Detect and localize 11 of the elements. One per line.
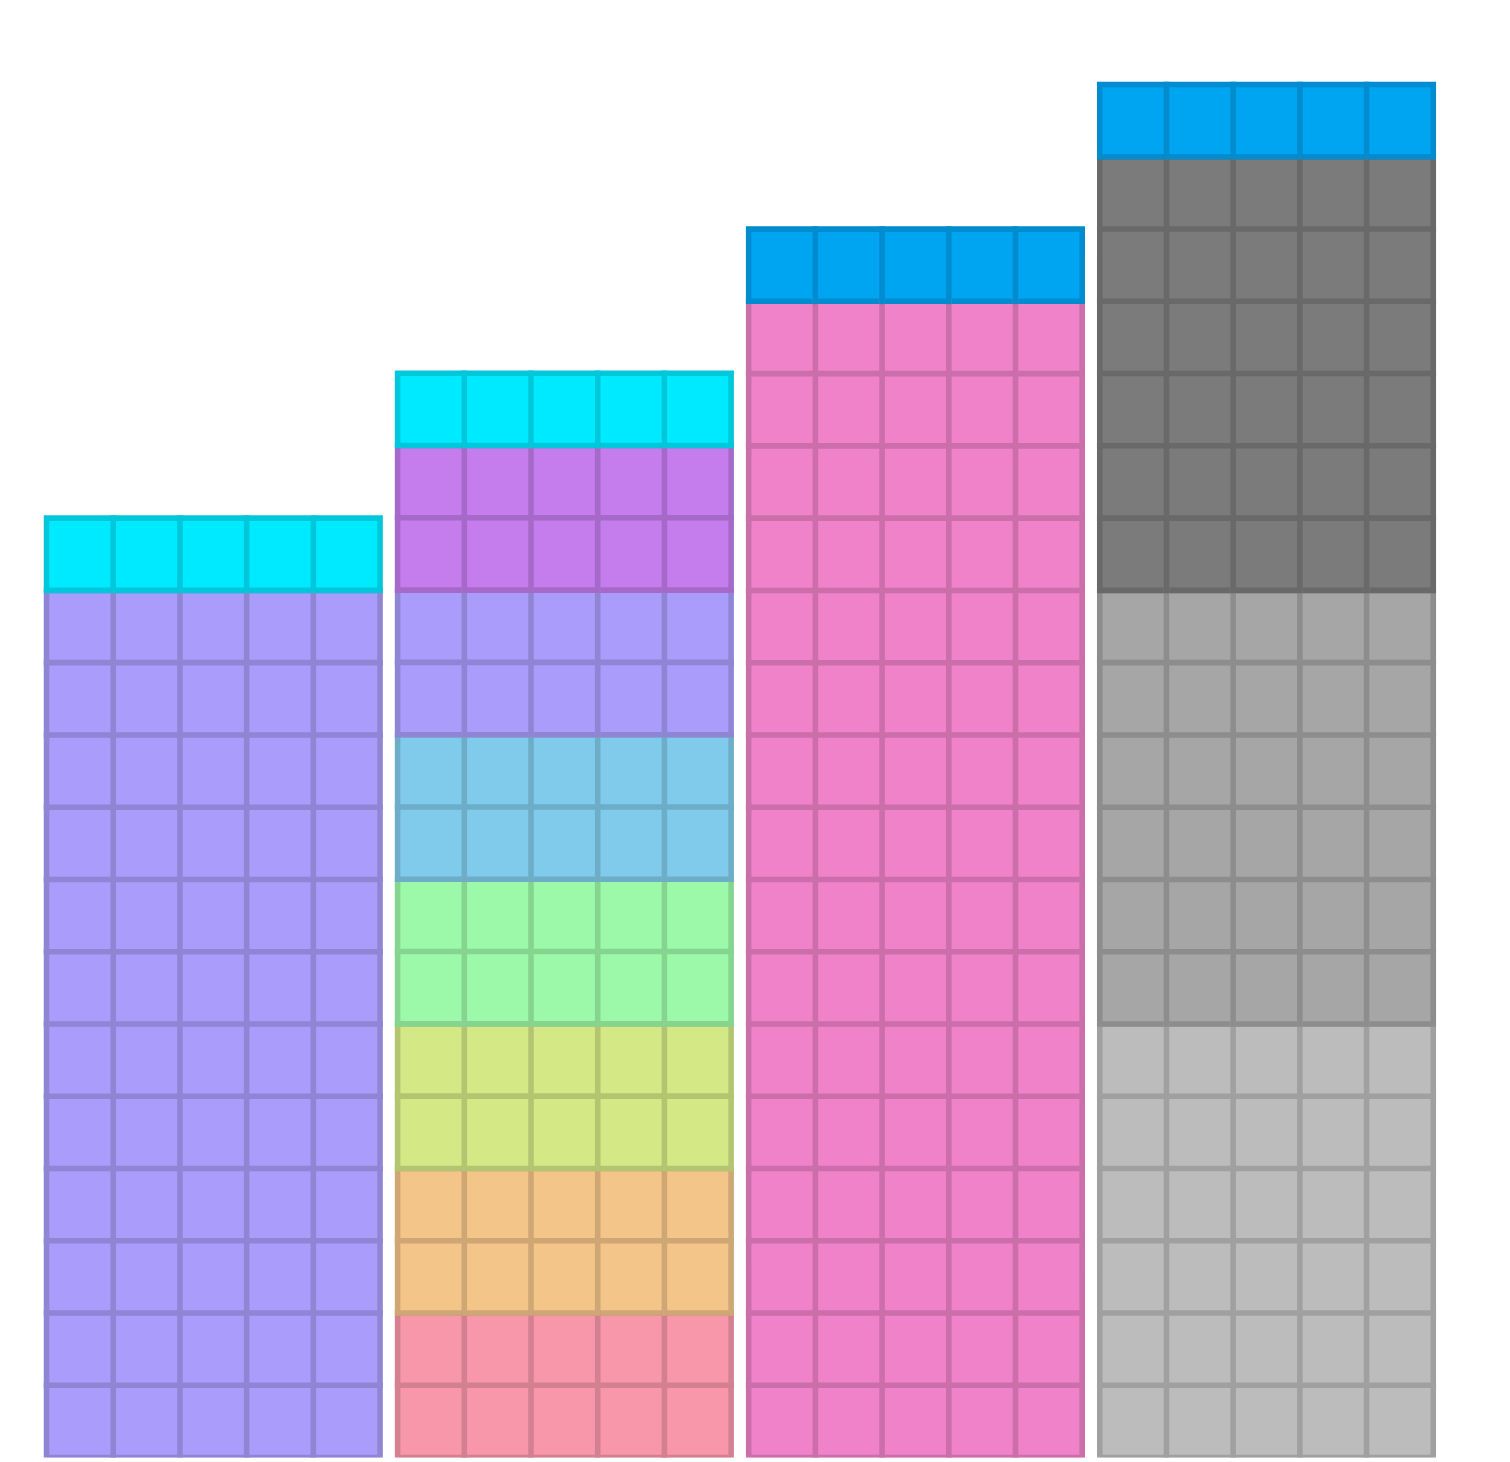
bar	[43, 515, 383, 594]
bar	[1096, 81, 1437, 160]
bar	[394, 1310, 734, 1458]
bar	[394, 731, 734, 883]
bar	[394, 442, 734, 593]
bar	[394, 876, 734, 1027]
bar	[394, 1021, 734, 1172]
bar	[394, 587, 734, 738]
bar	[394, 370, 734, 449]
bar	[745, 226, 1085, 305]
bar	[394, 1165, 734, 1316]
